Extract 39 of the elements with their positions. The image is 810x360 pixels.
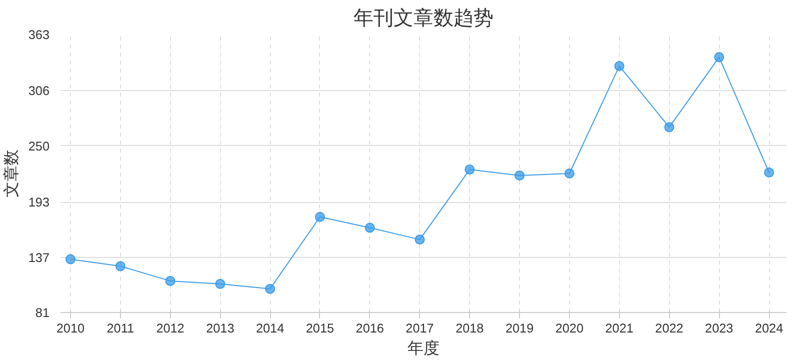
x-tick-label: 2016 <box>356 322 384 336</box>
point <box>664 122 674 132</box>
point <box>714 52 724 62</box>
point <box>165 276 176 286</box>
chart-title: 年刊文章数趋势 <box>354 8 494 30</box>
x-tick-label: 2021 <box>605 322 634 336</box>
point <box>564 168 574 178</box>
y-tick-label: 81 <box>35 306 50 320</box>
x-tick-label: 2019 <box>505 322 534 336</box>
x-tick-label: 2010 <box>56 322 85 336</box>
point <box>414 234 425 245</box>
point <box>764 168 774 178</box>
y-tick-label: 193 <box>28 196 50 210</box>
point <box>215 278 226 289</box>
y-tick-label: 363 <box>28 28 50 42</box>
x-tick-label: 2022 <box>655 322 684 336</box>
x-tick-label: 2020 <box>555 322 584 336</box>
x-tick-label: 2014 <box>256 322 284 336</box>
y-tick-label: 306 <box>28 84 50 98</box>
x-tick-label: 2011 <box>106 322 134 336</box>
point <box>364 222 375 233</box>
point <box>514 170 525 180</box>
x-tick-label: 2015 <box>306 322 334 336</box>
point <box>614 61 624 72</box>
x-tick-label: 2024 <box>754 322 784 336</box>
y-tick-label: 137 <box>28 250 50 265</box>
x-tick-label: 2012 <box>156 322 184 336</box>
x-tick-label: 2023 <box>705 322 734 336</box>
y-tick-label: 250 <box>28 139 50 154</box>
point <box>464 164 475 175</box>
point <box>314 212 325 222</box>
point <box>265 284 276 294</box>
point <box>65 254 76 264</box>
x-tick-label: 2017 <box>406 322 434 336</box>
x-tick-label: 2013 <box>206 322 234 336</box>
point <box>115 261 126 272</box>
x-axis-title: 年度 <box>408 340 440 358</box>
x-tick-label: 2018 <box>456 322 484 336</box>
y-axis-title: 文章数 <box>2 150 20 198</box>
